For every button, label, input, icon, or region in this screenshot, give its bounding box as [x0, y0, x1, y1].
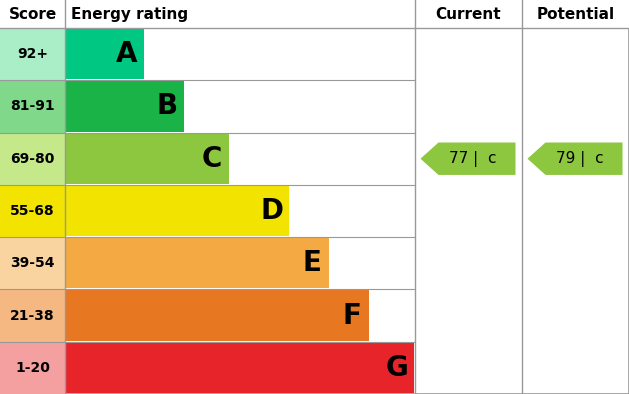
- Polygon shape: [528, 143, 623, 175]
- Bar: [65, 81, 184, 132]
- Bar: [0, 290, 65, 342]
- Text: Potential: Potential: [537, 6, 615, 22]
- Bar: [65, 343, 414, 393]
- Text: C: C: [202, 145, 222, 173]
- Text: Energy rating: Energy rating: [71, 6, 188, 22]
- Text: F: F: [343, 301, 362, 329]
- Bar: [0, 80, 65, 132]
- Text: 79 |  c: 79 | c: [556, 151, 604, 167]
- Text: G: G: [386, 354, 408, 382]
- Bar: [65, 238, 329, 288]
- Bar: [0, 237, 65, 290]
- Bar: [65, 134, 229, 184]
- Text: 69-80: 69-80: [10, 152, 55, 166]
- Text: 1-20: 1-20: [15, 361, 50, 375]
- Bar: [0, 0, 629, 28]
- Bar: [0, 132, 65, 185]
- Text: 77 |  c: 77 | c: [449, 151, 497, 167]
- Bar: [65, 186, 289, 236]
- Text: 92+: 92+: [17, 47, 48, 61]
- Text: 55-68: 55-68: [10, 204, 55, 218]
- Text: Current: Current: [436, 6, 501, 22]
- Text: E: E: [303, 249, 321, 277]
- Text: 81-91: 81-91: [10, 99, 55, 113]
- Text: Score: Score: [8, 6, 57, 22]
- Bar: [65, 290, 369, 341]
- Text: 39-54: 39-54: [10, 256, 55, 270]
- Text: D: D: [260, 197, 284, 225]
- Bar: [0, 28, 65, 80]
- Text: A: A: [116, 40, 138, 68]
- Bar: [0, 185, 65, 237]
- Polygon shape: [421, 143, 516, 175]
- Text: B: B: [157, 93, 177, 121]
- Bar: [65, 29, 144, 79]
- Text: 21-38: 21-38: [10, 309, 55, 323]
- Bar: [0, 342, 65, 394]
